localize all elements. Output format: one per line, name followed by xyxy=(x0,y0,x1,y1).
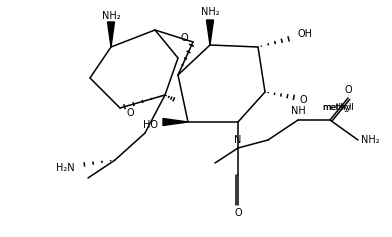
Polygon shape xyxy=(207,20,214,45)
Text: methyl: methyl xyxy=(322,102,354,111)
Text: O: O xyxy=(300,95,308,105)
Text: NH₂: NH₂ xyxy=(102,11,120,21)
Text: N: N xyxy=(234,135,242,145)
Polygon shape xyxy=(163,118,188,126)
Text: NH₂: NH₂ xyxy=(361,135,379,145)
Text: methyl: methyl xyxy=(322,102,351,111)
Text: HO: HO xyxy=(143,120,158,130)
Text: O: O xyxy=(180,33,188,43)
Text: NH₂: NH₂ xyxy=(201,7,219,17)
Polygon shape xyxy=(107,22,114,47)
Text: O: O xyxy=(126,108,134,118)
Text: OH: OH xyxy=(298,29,313,39)
Text: H₂N: H₂N xyxy=(56,163,75,173)
Text: NH: NH xyxy=(290,106,305,116)
Text: O: O xyxy=(344,85,352,95)
Text: O: O xyxy=(234,208,242,218)
